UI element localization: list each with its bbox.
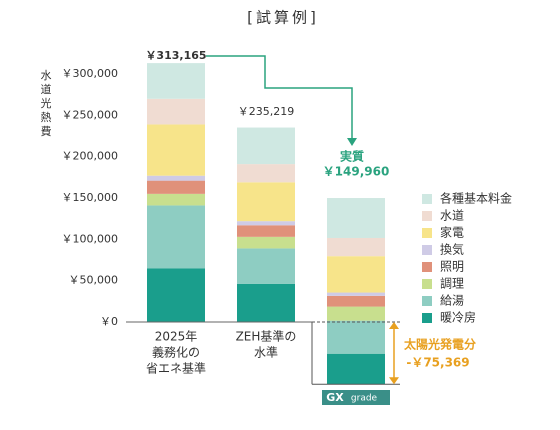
y-tick-label: ￥50,000	[69, 274, 119, 287]
bar-segment	[327, 237, 385, 257]
callout-line	[206, 55, 353, 140]
legend-label: 調理	[440, 277, 464, 291]
bar-segment	[147, 205, 205, 269]
y-tick-label: ￥250,000	[62, 108, 119, 121]
y-axis-label: 熱	[41, 111, 52, 124]
y-tick-label: ￥100,000	[62, 232, 119, 245]
y-axis-label: 光	[41, 96, 52, 110]
legend-swatch	[422, 279, 432, 289]
net-label: 実質	[340, 149, 364, 164]
x-tick-label: 省エネ基準	[146, 361, 206, 376]
legend-swatch	[422, 296, 432, 306]
bar-segment	[237, 283, 295, 322]
chart-title: [試算例]	[247, 9, 319, 27]
bar-segment	[327, 295, 385, 307]
bar-segment	[147, 98, 205, 125]
total-label: ￥313,165	[145, 49, 206, 62]
x-tick-label: grade	[351, 394, 378, 404]
bar-segment	[147, 63, 205, 99]
solar-arrow	[389, 322, 399, 329]
solar-arrow	[389, 377, 399, 385]
gx-logo	[322, 390, 390, 405]
legend-label: 家電	[440, 225, 464, 240]
bar-segment	[147, 124, 205, 176]
y-tick-label: ￥150,000	[62, 191, 119, 204]
y-tick-label: ￥200,000	[62, 150, 119, 163]
legend-label: 水道	[440, 209, 464, 223]
bar-segment	[147, 193, 205, 206]
legend-swatch	[422, 194, 432, 204]
x-tick-label: 水準	[254, 345, 278, 360]
bar-segment	[327, 306, 385, 321]
bar-segment	[237, 248, 295, 284]
legend-swatch	[422, 313, 432, 323]
y-axis-label: 費	[41, 124, 52, 138]
x-tick-label: GX	[326, 391, 344, 404]
bar-segment	[237, 221, 295, 226]
x-tick-label: ZEH基準の	[236, 329, 297, 344]
bar-segment	[237, 225, 295, 237]
bar-segment	[327, 292, 385, 296]
bar-segment	[327, 256, 385, 293]
total-label: ￥149,960	[323, 165, 390, 179]
legend-label: 照明	[440, 260, 464, 274]
legend-swatch	[422, 211, 432, 221]
bar-segment	[327, 198, 385, 238]
bar-segment	[327, 353, 385, 385]
callout-arrow	[347, 138, 357, 146]
legend-swatch	[422, 245, 432, 255]
legend-swatch	[422, 262, 432, 272]
y-tick-label: ￥300,000	[62, 67, 119, 80]
legend-label: 給湯	[440, 294, 464, 308]
bar-segment	[237, 127, 295, 165]
solar-value: -￥75,369	[406, 356, 469, 370]
bar-segment	[147, 268, 205, 322]
y-tick-label: ￥0	[100, 315, 118, 328]
legend-label: 各種基本料金	[440, 191, 512, 206]
bar-segment	[237, 182, 295, 222]
bar-segment	[147, 175, 205, 181]
legend-label: 暖冷房	[440, 310, 476, 325]
y-axis-label: 道	[41, 82, 52, 96]
solar-label: 太陽光発電分	[404, 337, 476, 352]
total-label: ￥235,219	[238, 105, 295, 118]
x-tick-label: 2025年	[155, 330, 198, 344]
legend-swatch	[422, 228, 432, 238]
legend-label: 換気	[440, 242, 464, 257]
bar-segment	[237, 164, 295, 183]
y-axis-label: 水	[41, 69, 52, 82]
bar-segment	[237, 236, 295, 249]
x-tick-label: 義務化の	[152, 345, 200, 360]
bar-segment	[327, 320, 385, 354]
bar-segment	[147, 180, 205, 194]
